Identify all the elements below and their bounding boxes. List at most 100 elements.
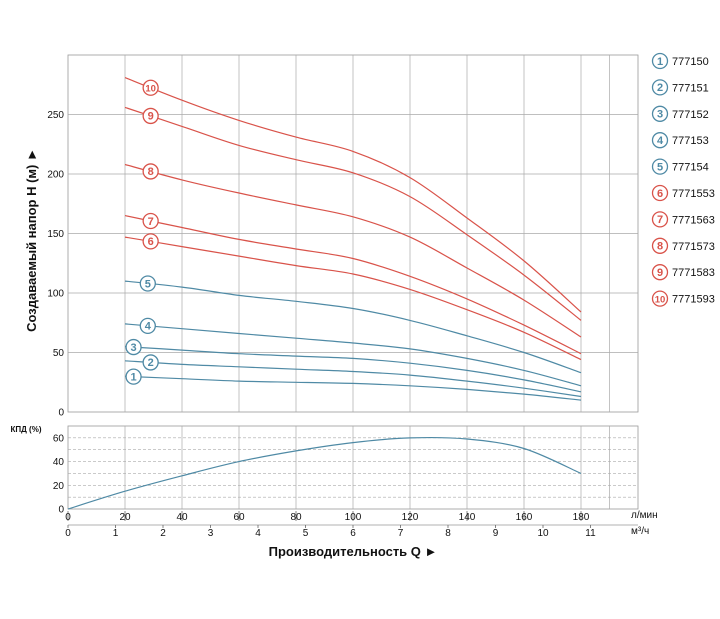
m3h-tick-label: 0 [65,528,71,539]
legend-marker-label: 4 [657,135,664,147]
curve-marker-label: 7 [148,216,154,228]
legend-entry: 3 777152 [651,105,709,122]
curve-marker-5 [139,275,156,292]
curve-marker-label: 6 [148,236,154,248]
head-y-tick-label: 150 [47,229,64,240]
m3h-tick-label: 11 [585,528,596,539]
legend-marker-label: 5 [657,161,663,173]
m3h-tick-label: 2 [160,528,166,539]
head-y-tick-label: 0 [58,408,64,419]
curve-marker-6 [142,233,159,250]
curve-marker-9 [142,107,159,125]
m3h-tick-label: 7 [398,528,404,539]
lpm-tick-label: 20 [119,512,131,523]
legend-label: 7771573 [672,241,715,253]
legend-marker-label: 1 [657,56,663,68]
m3h-tick-label: 4 [255,528,261,539]
legend-marker [651,264,669,281]
legend-marker-label: 10 [655,294,666,305]
lpm-tick-label: 180 [573,512,590,523]
legend-marker-label: 8 [657,241,663,253]
lpm-tick-label: 100 [345,512,362,523]
curve-marker-label: 4 [145,321,152,333]
legend-label: 777152 [672,109,709,121]
head-curve-6 [124,236,582,361]
lpm-tick-label: 120 [402,512,419,523]
head-curves [124,77,582,401]
legend-marker [651,79,669,96]
legend-marker [651,52,669,70]
axis-labels: 0 20 40 60 80 100 120 140 160 180 0 1 2 3 4 5 6 7 8 9 10 11 [65,511,638,539]
lpm-tick-label: 80 [290,512,302,523]
curve-marker-label: 1 [130,371,136,383]
head-curve-4 [124,323,582,387]
legend-marker [651,211,669,228]
m3h-tick-label: 10 [537,528,549,539]
lpm-tick-label: 140 [459,512,476,523]
efficiency-y-tick-label: 40 [53,457,65,468]
head-y-tick-label: 250 [47,110,64,121]
legend: 1 777150 2 777151 3 777152 4 777153 5 777154 6 7771… [651,52,715,307]
curve-marker-8 [142,163,159,180]
y-axis-title-head: Создаваемый напор H (м) ► [24,148,39,332]
legend-label: 777151 [672,82,709,94]
head-curve-10 [124,77,582,313]
legend-label: 777153 [672,135,709,147]
curve-marker-1 [125,368,142,385]
efficiency-y-tick-label: 0 [58,505,64,516]
lpm-tick-label: 40 [176,512,188,523]
legend-entry: 8 7771573 [651,237,715,254]
curve-marker-label: 10 [145,84,156,95]
legend-label: 777154 [672,162,709,174]
lpm-tick-label: 60 [233,512,245,523]
x-units-top: л/мин [631,510,658,521]
head-curve-1 [124,375,582,401]
legend-marker-label: 3 [657,109,663,121]
legend-entry: 7 7771563 [651,211,715,228]
legend-entry: 9 7771583 [651,264,715,281]
m3h-tick-label: 3 [208,528,214,539]
legend-entry: 2 777151 [651,79,709,96]
curve-marker-10 [142,79,159,96]
lpm-tick-label: 0 [65,512,71,523]
curve-marker-label: 2 [148,357,154,369]
legend-entry: 5 777154 [651,158,709,175]
x-axis-title: Производительность Q ► [269,544,438,559]
legend-label: 7771583 [672,267,715,279]
legend-entry: 6 7771553 [651,184,715,202]
head-chart-grid: 0 50 100 150 200 250 [47,54,639,419]
head-curve-9 [124,106,582,321]
x-units-bottom: м³/ч [631,526,649,537]
curve-marker-3 [125,338,142,356]
head-y-tick-label: 200 [47,170,64,181]
head-curve-2 [124,360,582,398]
efficiency-chart-grid: 0 20 40 60 [53,425,639,516]
efficiency-curve [67,436,582,510]
head-curve-5 [124,280,582,374]
legend-entry: 1 777150 [651,52,709,70]
legend-entry: 4 777153 [651,132,709,149]
legend-marker [651,237,669,254]
legend-label: 7771563 [672,214,715,226]
curve-marker-label: 9 [148,111,154,123]
lpm-tick-label: 160 [516,512,533,523]
m3h-tick-label: 6 [350,528,356,539]
curve-marker-4 [139,317,156,334]
legend-marker-label: 2 [657,82,663,94]
efficiency-y-tick-label: 20 [53,481,65,492]
head-y-tick-label: 100 [47,289,64,300]
m3h-tick-label: 8 [445,528,451,539]
legend-marker [651,105,669,122]
head-y-tick-label: 50 [53,348,65,359]
legend-label: 7771553 [672,188,715,200]
m3h-tick-label: 1 [113,528,119,539]
legend-marker [651,132,669,149]
m3h-tick-label: 5 [303,528,309,539]
curve-marker-label: 8 [148,166,154,178]
legend-marker [651,184,669,202]
head-curve-7 [124,215,582,355]
head-curve-3 [124,346,582,393]
legend-marker-label: 7 [657,214,663,226]
curve-marker-label: 5 [145,278,151,290]
curve-marker-7 [142,212,159,230]
